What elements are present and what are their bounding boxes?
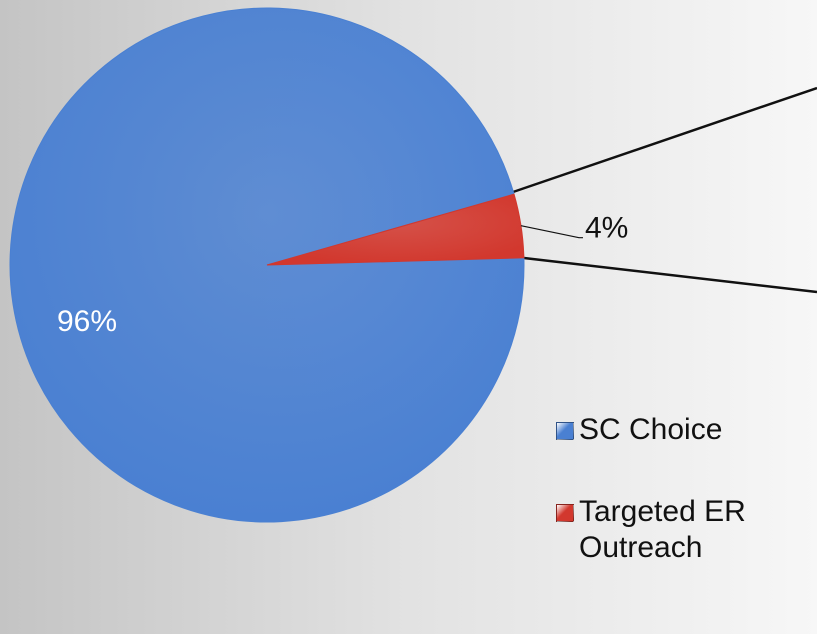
- breakout-line: [512, 86, 817, 194]
- legend-swatch: [556, 504, 574, 522]
- legend-label: Targeted ER Outreach: [579, 495, 746, 564]
- breakout-line: [523, 256, 817, 294]
- legend-swatch: [556, 422, 574, 440]
- data-label: 4%: [585, 212, 628, 245]
- legend-item: SC Choice: [556, 412, 811, 448]
- legend: SC Choice Targeted ER Outreach: [556, 412, 811, 612]
- pie-slice: [266, 193, 525, 266]
- legend-label: SC Choice: [579, 413, 723, 446]
- legend-item: Targeted ER Outreach: [556, 494, 811, 566]
- data-label: 96%: [57, 305, 117, 338]
- leader-line: [520, 225, 583, 239]
